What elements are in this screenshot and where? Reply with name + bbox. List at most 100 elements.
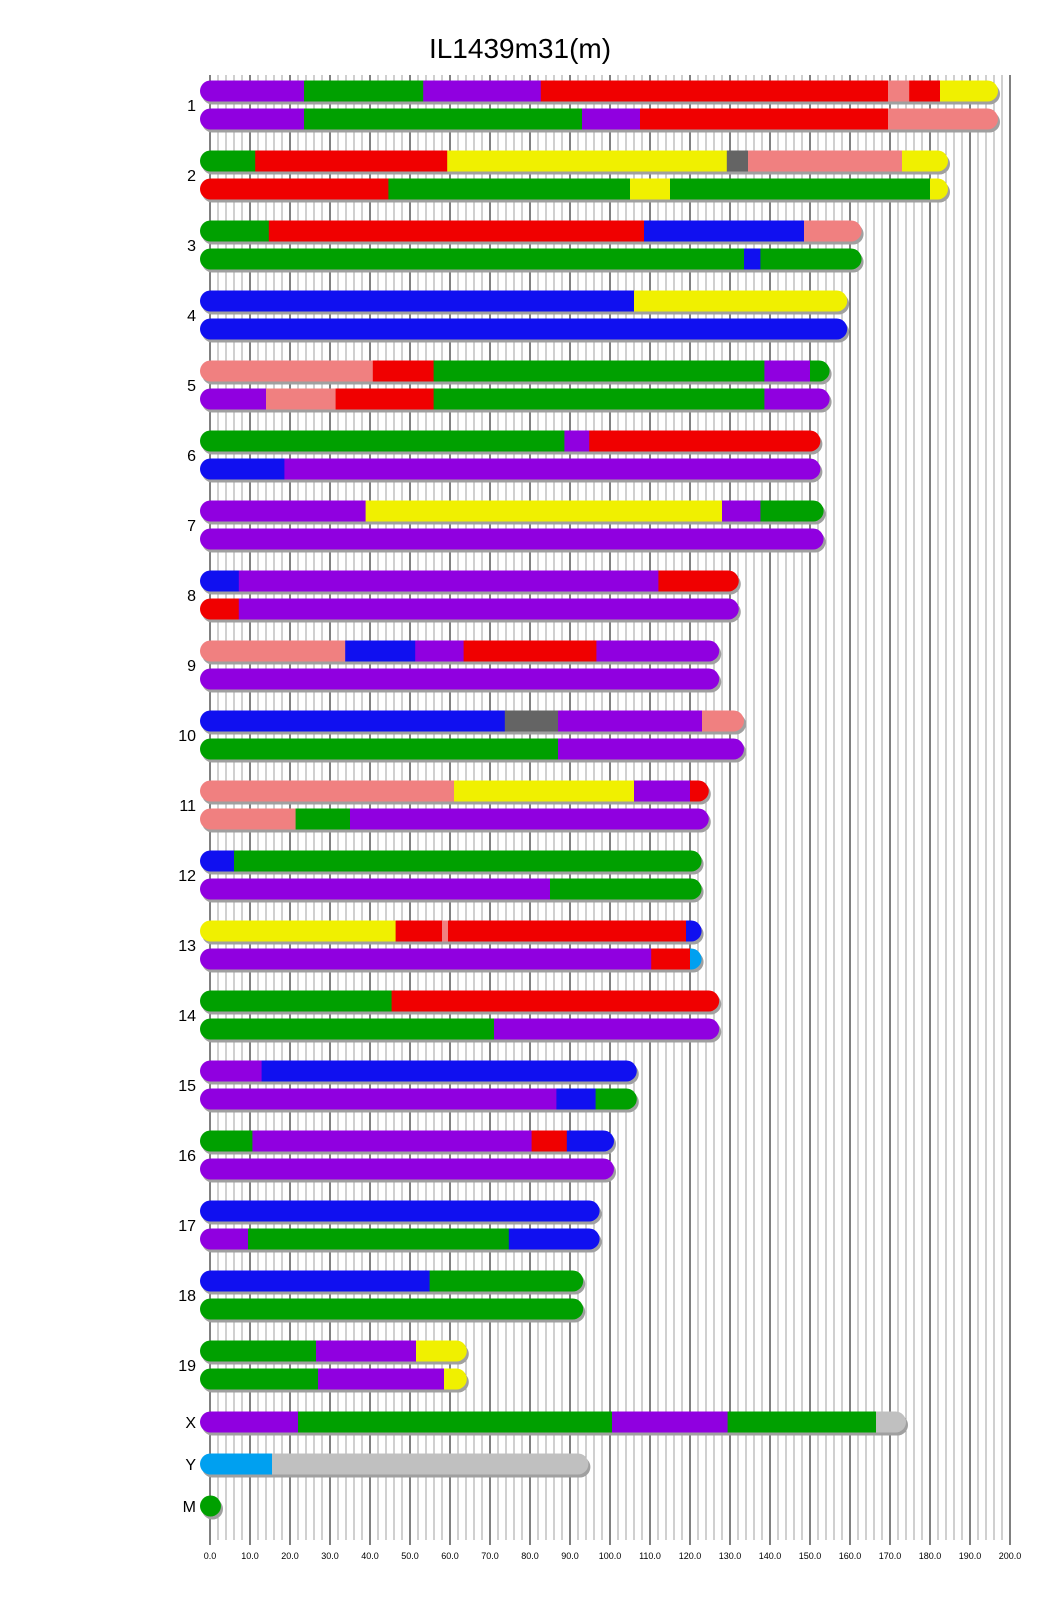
segment-green — [200, 1130, 253, 1152]
x-tick-label: 90.0 — [561, 1551, 579, 1561]
haplotype-bar — [200, 780, 711, 805]
chromosome-label: 11 — [179, 798, 196, 815]
haplotype-bar — [200, 388, 832, 413]
segment-pink — [200, 808, 297, 830]
chromosome-label: 13 — [178, 938, 196, 955]
segment-yellow — [365, 500, 723, 522]
haplotype-bar — [200, 990, 722, 1015]
chromosome-bars — [200, 80, 1000, 1520]
segment-purple — [596, 640, 720, 662]
chromosome-label: 4 — [187, 308, 196, 325]
segment-yellow — [930, 178, 948, 200]
segment-purple — [200, 108, 305, 130]
x-tick-label: 120.0 — [679, 1551, 702, 1561]
segment-green — [200, 738, 559, 760]
haplotype-bar — [200, 1130, 616, 1155]
haplotype-bar — [200, 1453, 591, 1478]
segment-yellow — [454, 780, 635, 802]
segment-green — [429, 1270, 584, 1292]
haplotype-bar — [200, 1228, 602, 1253]
segment-purple — [423, 80, 542, 102]
haplotype-bar — [200, 920, 704, 945]
chromosome-5 — [200, 360, 832, 413]
haplotype-bar — [200, 1270, 586, 1295]
segment-purple — [200, 878, 551, 900]
segment-purple — [238, 598, 739, 620]
segment-red — [690, 780, 709, 802]
segment-blue — [566, 1130, 614, 1152]
segment-yellow — [630, 178, 671, 200]
segment-purple — [200, 1158, 614, 1180]
chromosome-label: 8 — [187, 588, 196, 605]
segment-pink — [200, 780, 455, 802]
segment-purple — [764, 360, 811, 382]
haplotype-bar — [200, 1495, 223, 1520]
segment-yellow — [940, 80, 998, 102]
haplotype-bar — [200, 878, 704, 903]
chromosome-label: Y — [185, 1457, 196, 1474]
segment-darkgray — [504, 710, 559, 732]
x-tick-label: 50.0 — [401, 1551, 419, 1561]
x-tick-label: 20.0 — [281, 1551, 299, 1561]
segment-blue — [644, 220, 805, 242]
chromosome-label: 7 — [187, 518, 196, 535]
x-tick-label: 60.0 — [441, 1551, 459, 1561]
segment-blue — [200, 318, 848, 340]
segment-purple — [284, 458, 821, 480]
segment-green — [810, 360, 830, 382]
haplotype-bar — [200, 360, 832, 385]
x-tick-label: 100.0 — [599, 1551, 622, 1561]
segment-purple — [200, 668, 720, 690]
chromosome-13 — [200, 920, 704, 973]
segment-green — [200, 1340, 317, 1362]
segment-green — [298, 1411, 613, 1433]
x-tick-label: 200.0 — [999, 1551, 1022, 1561]
segment-purple — [415, 640, 465, 662]
haplotype-bar — [200, 318, 850, 343]
segment-purple — [558, 738, 744, 760]
x-tick-label: 80.0 — [521, 1551, 539, 1561]
chromosome-label: X — [185, 1415, 196, 1432]
segment-red — [589, 430, 821, 452]
segment-red — [640, 108, 889, 130]
x-tick-label: 30.0 — [321, 1551, 339, 1561]
chromosome-17 — [200, 1200, 602, 1253]
haplotype-bar — [200, 150, 950, 175]
haplotype-bar — [200, 1340, 469, 1365]
segment-purple — [200, 528, 824, 550]
segment-blue — [686, 920, 702, 942]
segment-green — [200, 248, 745, 270]
haplotype-bar — [200, 808, 711, 833]
chromosome-15 — [200, 1060, 639, 1113]
segment-green — [433, 360, 765, 382]
segment-red — [335, 388, 435, 410]
segment-yellow — [416, 1340, 467, 1362]
segment-purple — [558, 710, 703, 732]
chromosome-X — [200, 1411, 908, 1436]
segment-red — [200, 598, 240, 620]
haplotype-bar — [200, 850, 704, 875]
segment-red — [651, 948, 691, 970]
segment-red — [531, 1130, 568, 1152]
chromosome-label: 16 — [178, 1148, 196, 1165]
segment-green — [760, 500, 824, 522]
haplotype-bar — [200, 248, 864, 273]
segment-yellow — [902, 150, 948, 172]
chromosome-label: 14 — [178, 1008, 196, 1025]
segment-red — [448, 920, 687, 942]
segment-blue — [744, 248, 761, 270]
segment-yellow — [200, 920, 397, 942]
haplotype-bar — [200, 710, 746, 735]
segment-purple — [200, 80, 305, 102]
segment-green — [295, 808, 351, 830]
segment-green — [200, 1495, 221, 1517]
segment-gray — [272, 1453, 589, 1475]
segment-yellow — [447, 150, 728, 172]
chromosome-Y — [200, 1453, 591, 1478]
chromosome-2 — [200, 150, 950, 203]
segment-pink — [442, 920, 449, 942]
segment-red — [255, 150, 448, 172]
segment-darkgray — [726, 150, 749, 172]
segment-pink — [888, 80, 910, 102]
segment-pink — [200, 360, 374, 382]
